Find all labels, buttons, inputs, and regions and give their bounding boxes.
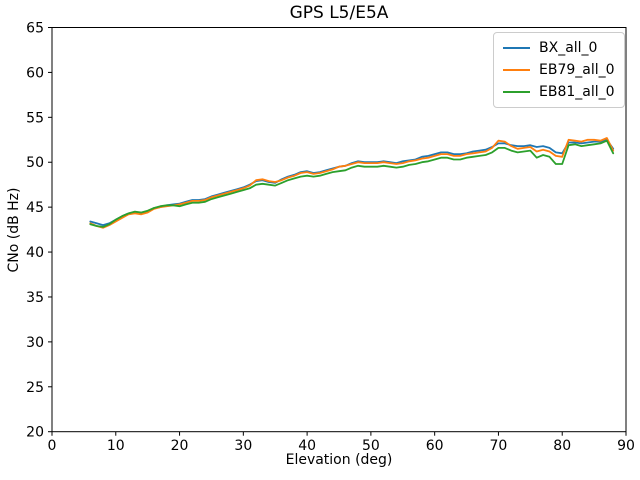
series-line-BX_all_0: [89, 138, 615, 227]
x-tick-label: 60: [426, 438, 444, 454]
x-tick-label: 50: [362, 438, 380, 454]
y-tick-label: 30: [26, 335, 44, 351]
x-tick-label: 10: [107, 438, 125, 454]
axes-frame: [51, 27, 627, 433]
x-axis-label: Elevation (deg): [285, 452, 393, 468]
y-tick-label: 60: [26, 65, 44, 81]
y-tick-label: 45: [26, 200, 44, 216]
y-tick-label: 20: [26, 425, 44, 441]
x-tick-label: 80: [553, 438, 571, 454]
x-tick-label: 0: [48, 438, 57, 454]
legend-line-swatch: [503, 91, 530, 93]
x-tick-label: 30: [234, 438, 252, 454]
legend-label: EB81_all_0: [539, 84, 615, 100]
legend-item: EB79_all_0: [503, 59, 615, 81]
legend-line-swatch: [503, 47, 530, 49]
legend-label: EB79_all_0: [539, 62, 615, 78]
series-line-EB81_all_0: [89, 139, 615, 228]
y-tick-label: 40: [26, 245, 44, 261]
legend-line-swatch: [503, 69, 530, 71]
legend: BX_all_0 EB79_all_0 EB81_all_0: [493, 32, 625, 108]
x-tick-label: 20: [171, 438, 189, 454]
y-tick-label: 55: [26, 110, 44, 126]
legend-item: BX_all_0: [503, 37, 615, 59]
x-tick-label: 70: [490, 438, 508, 454]
series-line-EB79_all_0: [89, 137, 615, 229]
chart-title: GPS L5/E5A: [289, 3, 389, 23]
y-tick-label: 25: [26, 380, 44, 396]
legend-item: EB81_all_0: [503, 81, 615, 103]
legend-label: BX_all_0: [539, 40, 598, 56]
y-tick-label: 65: [26, 21, 44, 37]
x-tick-label: 40: [298, 438, 316, 454]
y-tick-label: 35: [26, 290, 44, 306]
y-tick-label: 50: [26, 155, 44, 171]
x-tick-label: 90: [617, 438, 635, 454]
